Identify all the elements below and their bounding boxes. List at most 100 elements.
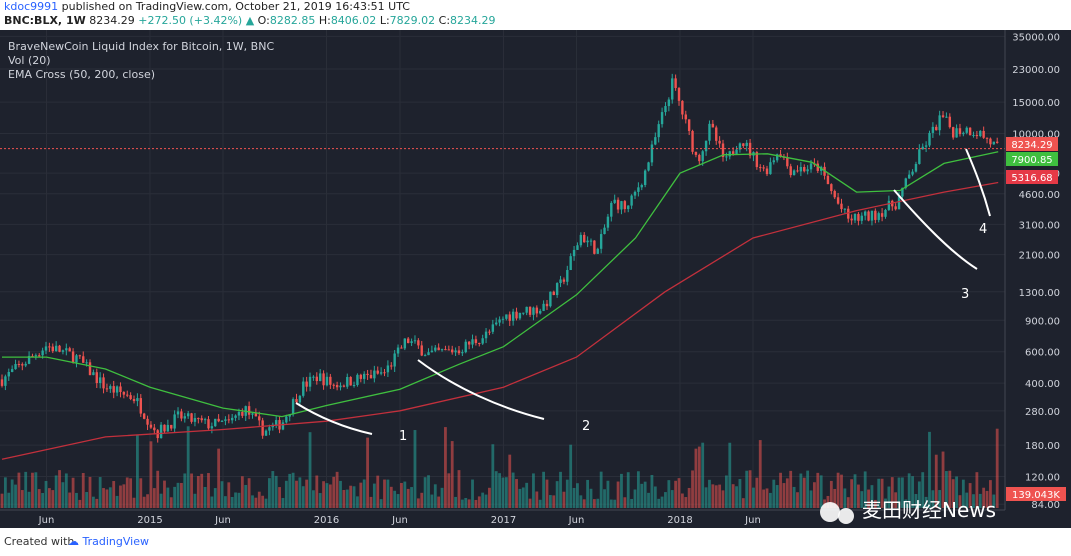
x-tick-label: Jun	[38, 515, 55, 526]
volume-bar	[958, 495, 962, 508]
volume-bar	[928, 431, 931, 508]
candle-body	[657, 124, 660, 138]
y-tick-label: 4600.00	[1019, 190, 1060, 201]
volume-bar	[356, 496, 359, 508]
candle-body	[759, 167, 762, 169]
candle-body	[166, 424, 170, 432]
candle-body	[664, 106, 667, 113]
ema-200-tag-text: 5316.68	[1011, 173, 1052, 184]
ema-200-tag	[1006, 170, 1058, 184]
x-tick-label: 2016	[314, 515, 339, 526]
volume-bar	[538, 499, 542, 508]
candle-body	[728, 151, 731, 157]
volume-bar	[799, 473, 803, 508]
candle-body	[251, 413, 254, 415]
candle-body	[274, 420, 278, 425]
volume-bar	[951, 479, 955, 508]
volume-bar	[853, 474, 857, 508]
y-tick-label: 600.00	[1025, 348, 1060, 359]
candle-body	[264, 430, 268, 436]
volume-bar	[687, 487, 691, 508]
volume-bar	[342, 489, 346, 508]
volume-bar	[860, 491, 864, 508]
author-link[interactable]: kdoc9991	[4, 0, 59, 13]
candle-body	[955, 128, 958, 138]
candle-body	[698, 154, 701, 162]
candle-body	[684, 114, 687, 120]
candle-body	[139, 398, 142, 414]
candle-body	[989, 138, 992, 145]
drawn-curve-2	[417, 359, 545, 420]
candle-body	[420, 345, 423, 356]
candle-body	[122, 392, 126, 395]
volume-bar	[714, 485, 718, 508]
volume-bar	[782, 483, 786, 508]
volume-bar	[257, 491, 261, 508]
price-axis[interactable]	[1005, 30, 1071, 528]
candle-body	[681, 100, 684, 115]
candle-body	[119, 386, 122, 393]
candle-body	[589, 240, 593, 242]
volume-bar	[613, 499, 617, 508]
close-label: C:	[438, 14, 451, 27]
x-tick-label: 2015	[137, 515, 162, 526]
volume-bar	[775, 485, 779, 508]
tradingview-logo-link[interactable]: ☁ TradingView	[68, 535, 149, 548]
candle-body	[329, 376, 332, 385]
candle-body	[803, 166, 806, 172]
volume-bar	[901, 477, 904, 508]
volume-bar	[403, 481, 407, 508]
volume-bar	[941, 451, 945, 508]
volume-bar	[731, 484, 735, 508]
volume-bar	[552, 495, 556, 508]
candle-body	[762, 167, 765, 169]
legend-ema-cross[interactable]: EMA Cross (50, 200, close)	[8, 68, 155, 81]
candle-body	[173, 414, 176, 429]
candle-body	[396, 347, 400, 354]
candle-body	[884, 209, 887, 217]
volume-bar	[98, 477, 102, 508]
candle-body	[857, 213, 860, 221]
volume-bar	[410, 487, 413, 508]
candle-body	[769, 162, 772, 175]
candle-body	[369, 374, 373, 379]
volume-bar	[352, 486, 356, 508]
volume-bar	[975, 472, 979, 508]
candle-body	[569, 256, 572, 271]
volume-bar	[291, 472, 295, 508]
price-tags: 8234.29 7900.85 5316.68 139.043K	[1006, 137, 1066, 501]
volume-bar	[873, 499, 877, 508]
volume-bar	[281, 498, 285, 508]
candle-body	[603, 227, 606, 235]
tradingview-cloud-icon: ☁	[68, 535, 79, 548]
candle-body	[904, 178, 908, 188]
volume-bar	[159, 493, 163, 508]
price-chart[interactable]: 1 2 3 4 35000.00 23000.00 15000.00 10000.00…	[0, 30, 1071, 528]
legend-volume[interactable]: Vol (20)	[8, 54, 51, 67]
candle-body	[440, 349, 444, 351]
candle-body	[847, 208, 850, 219]
volume-bar	[318, 493, 322, 508]
candle-body	[48, 346, 51, 348]
candle-body	[454, 350, 457, 353]
volume-bar	[796, 492, 799, 508]
candle-body	[126, 394, 129, 396]
volume-bar	[457, 470, 461, 508]
volume-bar	[345, 489, 349, 508]
volume-bar	[978, 493, 982, 508]
y-tick-label: 15000.00	[1012, 98, 1060, 109]
candle-body	[109, 386, 112, 389]
footer: Created with ☁ TradingView	[0, 531, 1071, 556]
candle-body	[346, 377, 349, 387]
volume-bar	[508, 454, 512, 508]
candle-body	[511, 311, 515, 321]
x-tick-label: 2017	[491, 515, 516, 526]
candle-body	[694, 151, 698, 155]
volume-bar	[400, 482, 403, 508]
volume-bar	[460, 499, 464, 508]
candle-body	[105, 388, 109, 390]
volume-bar	[813, 482, 816, 508]
candle-body	[54, 345, 58, 352]
time-axis[interactable]	[0, 510, 1005, 528]
gridlines	[0, 30, 1005, 510]
